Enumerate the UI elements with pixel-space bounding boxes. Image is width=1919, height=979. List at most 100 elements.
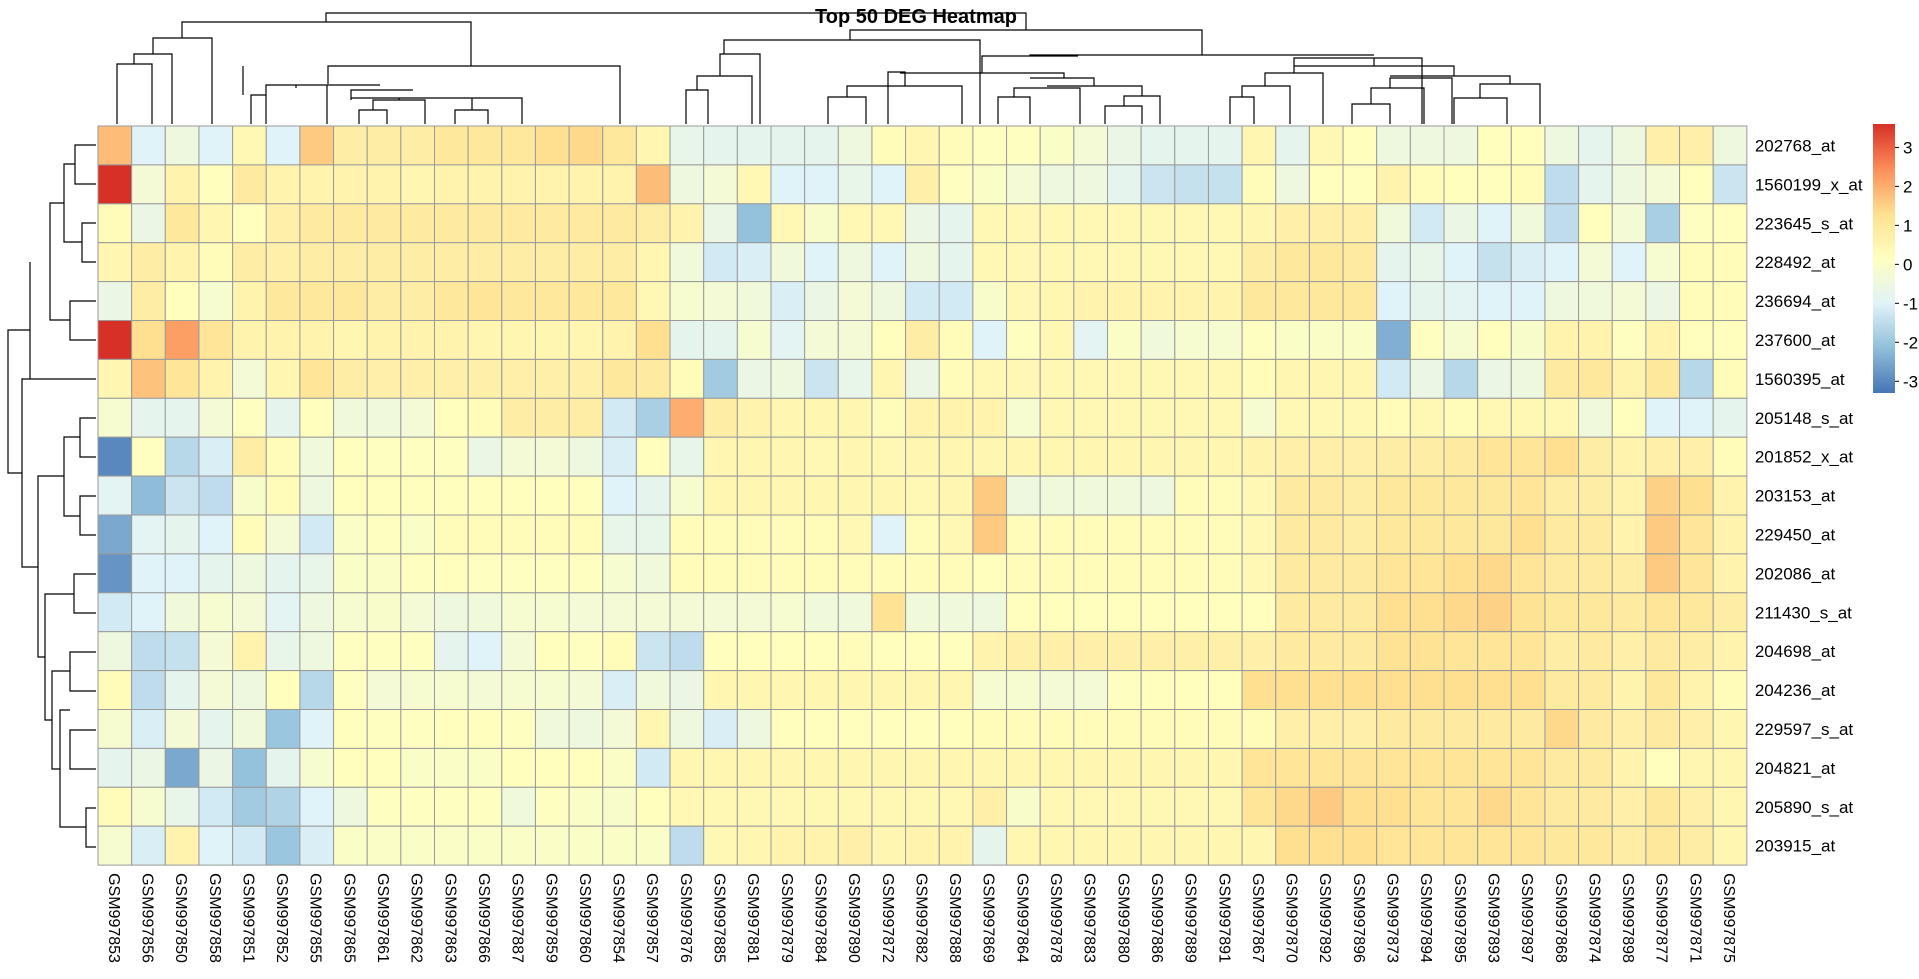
heatmap-cell xyxy=(568,592,604,633)
heatmap-cell xyxy=(1409,709,1445,749)
heatmap-cell xyxy=(265,164,301,205)
heatmap-cell xyxy=(972,631,1008,672)
heatmap-cell xyxy=(1679,592,1714,633)
heatmap-cell xyxy=(1073,281,1108,322)
heatmap-cell xyxy=(1443,709,1479,749)
heatmap-cell xyxy=(1544,397,1580,438)
heatmap-cell xyxy=(770,242,806,283)
heatmap-cell xyxy=(501,514,536,555)
heatmap-cell xyxy=(1645,358,1681,399)
heatmap-cell xyxy=(131,709,166,749)
heatmap-cell xyxy=(1712,203,1748,244)
heatmap-cell xyxy=(1342,203,1378,244)
heatmap-cell xyxy=(97,397,133,438)
row-label: 1560395_at xyxy=(1755,370,1845,389)
row-label: 228492_at xyxy=(1755,253,1836,272)
column-label: GSM997861 xyxy=(374,873,391,963)
heatmap-cell xyxy=(736,631,772,672)
heatmap-cell xyxy=(534,164,570,205)
heatmap-cell xyxy=(366,514,402,555)
heatmap-cell xyxy=(299,436,335,477)
heatmap-cell xyxy=(938,709,974,749)
heatmap-cell xyxy=(703,825,738,866)
heatmap-cell xyxy=(501,242,536,283)
heatmap-cell xyxy=(972,358,1008,399)
heatmap-cell xyxy=(1006,164,1041,205)
heatmap-cell xyxy=(770,281,806,322)
heatmap-cell xyxy=(1645,203,1681,244)
heatmap-cell xyxy=(1342,436,1378,477)
column-label: GSM997870 xyxy=(1283,873,1300,963)
heatmap-cell xyxy=(1073,825,1108,866)
heatmap-cell xyxy=(1006,553,1041,594)
heatmap-cell xyxy=(265,475,301,516)
heatmap-cell xyxy=(837,475,873,516)
heatmap-cell xyxy=(1006,670,1041,710)
column-label: GSM997897 xyxy=(1518,873,1535,963)
heatmap-cell xyxy=(871,747,907,788)
heatmap-cell xyxy=(1039,514,1075,555)
column-label: GSM997890 xyxy=(845,873,862,963)
heatmap-cell xyxy=(1207,592,1243,633)
heatmap-cell xyxy=(635,436,671,477)
column-label: GSM997877 xyxy=(1653,873,1670,963)
heatmap-cell xyxy=(164,397,200,438)
heatmap-cell xyxy=(1712,436,1748,477)
heatmap-cell xyxy=(1073,709,1108,749)
heatmap-cell xyxy=(434,747,469,788)
heatmap-cell xyxy=(501,320,536,360)
heatmap-cell xyxy=(1174,320,1209,360)
heatmap-cell xyxy=(1679,709,1714,749)
heatmap-cell xyxy=(400,125,436,166)
heatmap-cell xyxy=(1443,397,1479,438)
heatmap-cell xyxy=(1006,631,1041,672)
heatmap-cell xyxy=(501,553,536,594)
heatmap-cell xyxy=(232,514,267,555)
heatmap-cell xyxy=(669,164,705,205)
column-label: GSM997892 xyxy=(1316,873,1333,963)
heatmap-cell xyxy=(1409,125,1445,166)
heatmap-cell xyxy=(669,125,705,166)
heatmap-cell xyxy=(1342,164,1378,205)
heatmap-cell xyxy=(568,825,604,866)
heatmap-cell xyxy=(1679,164,1714,205)
heatmap-cell xyxy=(1477,825,1512,866)
heatmap-cell xyxy=(602,281,637,322)
heatmap-cell xyxy=(1174,786,1209,827)
column-label: GSM997851 xyxy=(239,873,256,963)
heatmap-cell xyxy=(333,281,368,322)
heatmap-cell xyxy=(534,203,570,244)
legend-tick-label: 3 xyxy=(1903,138,1912,157)
heatmap-cell xyxy=(1578,670,1613,710)
heatmap-cell xyxy=(1107,709,1142,749)
heatmap-cell xyxy=(198,242,234,283)
heatmap-cell xyxy=(1645,125,1681,166)
heatmap-cell xyxy=(1443,320,1479,360)
heatmap-cell xyxy=(1207,475,1243,516)
heatmap-cell xyxy=(1342,358,1378,399)
heatmap-cell xyxy=(97,631,133,672)
heatmap-cell xyxy=(164,747,200,788)
heatmap-cell xyxy=(1544,747,1580,788)
heatmap-cell xyxy=(1275,358,1310,399)
heatmap-cell xyxy=(1611,358,1647,399)
heatmap-cell xyxy=(1140,786,1176,827)
heatmap-cell xyxy=(97,747,133,788)
heatmap-cell xyxy=(1611,709,1647,749)
heatmap-cell xyxy=(1544,320,1580,360)
heatmap-cell xyxy=(972,553,1008,594)
column-label: GSM997873 xyxy=(1384,873,1401,963)
heatmap-cell xyxy=(770,709,806,749)
heatmap-cell xyxy=(299,786,335,827)
heatmap-cell xyxy=(299,475,335,516)
heatmap-cell xyxy=(434,514,469,555)
heatmap-cell xyxy=(366,670,402,710)
heatmap-cell xyxy=(703,358,738,399)
heatmap-cell xyxy=(1477,320,1512,360)
heatmap-cell xyxy=(434,203,469,244)
heatmap-cell xyxy=(669,281,705,322)
heatmap-cell xyxy=(1712,670,1748,710)
row-label: 236694_at xyxy=(1755,292,1836,311)
heatmap-cell xyxy=(1578,164,1613,205)
heatmap-cell xyxy=(1679,475,1714,516)
